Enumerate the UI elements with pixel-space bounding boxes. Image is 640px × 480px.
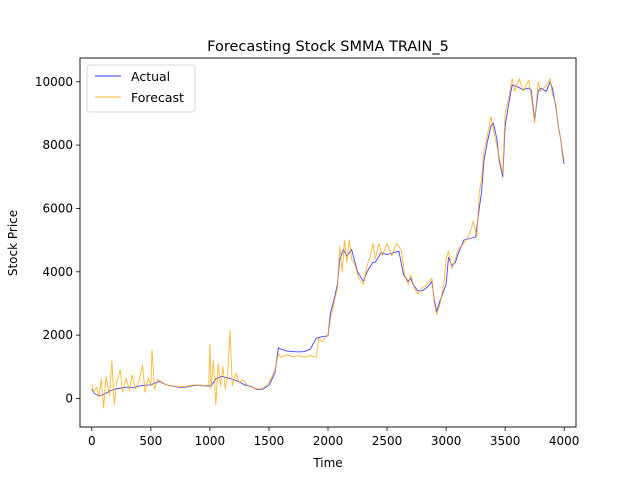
y-axis-label: Stock Price — [6, 210, 20, 276]
x-tick-label: 3500 — [490, 434, 521, 448]
x-tick-label: 1000 — [195, 434, 226, 448]
plot-frame — [79, 57, 577, 428]
y-tick-label: 10000 — [35, 75, 73, 89]
legend-label-forecast: Forecast — [131, 90, 184, 105]
y-tick-label: 4000 — [42, 265, 73, 279]
x-tick-label: 2500 — [372, 434, 403, 448]
legend-label-actual: Actual — [131, 69, 170, 84]
legend: Actual Forecast — [86, 64, 196, 113]
x-axis-label: Time — [312, 456, 342, 470]
series-line-forecast — [91, 78, 565, 409]
x-tick-label: 1500 — [254, 434, 285, 448]
ticks-layer: 0 500 1000 1500 2000 2500 3000 3500 4000 0 2000 400… — [35, 75, 580, 448]
legend-box — [86, 64, 196, 113]
series-layer — [91, 78, 565, 409]
x-tick-label: 4000 — [549, 434, 580, 448]
y-tick-label: 6000 — [42, 201, 73, 215]
y-tick-label: 2000 — [42, 328, 73, 342]
x-tick-label: 2000 — [313, 434, 344, 448]
x-tick-label: 0 — [88, 434, 96, 448]
x-tick-label: 500 — [139, 434, 162, 448]
chart-title: Forecasting Stock SMMA TRAIN_5 — [207, 39, 449, 55]
y-tick-label: 8000 — [42, 138, 73, 152]
x-tick-label: 3000 — [431, 434, 462, 448]
y-tick-label: 0 — [65, 391, 73, 405]
